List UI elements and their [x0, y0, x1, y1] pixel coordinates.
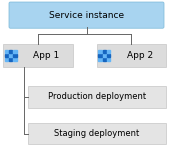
Text: App 2: App 2: [127, 51, 153, 60]
Bar: [5, 50, 8, 53]
Text: Service instance: Service instance: [49, 11, 124, 20]
Bar: [98, 58, 102, 61]
Bar: [13, 54, 17, 57]
Text: App 1: App 1: [33, 51, 59, 60]
Bar: [98, 54, 102, 57]
Bar: [9, 58, 12, 61]
Bar: [13, 58, 17, 61]
Bar: [5, 58, 8, 61]
FancyBboxPatch shape: [3, 44, 73, 67]
Bar: [98, 50, 102, 53]
Bar: [5, 54, 8, 57]
FancyBboxPatch shape: [97, 44, 166, 67]
Bar: [9, 54, 12, 57]
Text: Production deployment: Production deployment: [48, 92, 146, 101]
Bar: [103, 58, 106, 61]
Bar: [103, 50, 106, 53]
Bar: [107, 50, 110, 53]
Bar: [9, 50, 12, 53]
FancyBboxPatch shape: [9, 2, 164, 28]
Bar: [103, 54, 106, 57]
Bar: [107, 58, 110, 61]
Bar: [107, 54, 110, 57]
Text: Staging deployment: Staging deployment: [54, 129, 139, 138]
FancyBboxPatch shape: [28, 123, 166, 144]
FancyBboxPatch shape: [28, 86, 166, 108]
Bar: [13, 50, 17, 53]
